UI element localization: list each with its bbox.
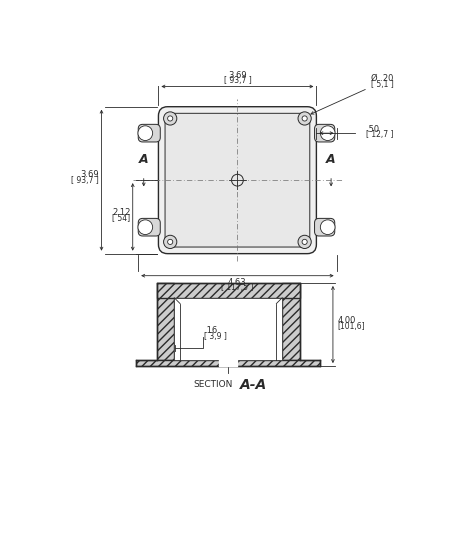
Circle shape — [138, 126, 153, 141]
Text: SECTION: SECTION — [194, 380, 233, 389]
Circle shape — [302, 116, 307, 121]
Bar — [174, 297, 282, 360]
Circle shape — [164, 235, 177, 248]
Circle shape — [168, 239, 173, 244]
Text: 4.63: 4.63 — [228, 278, 247, 287]
FancyBboxPatch shape — [315, 124, 335, 142]
Text: [ 93,7 ]: [ 93,7 ] — [224, 75, 251, 85]
Text: A: A — [326, 153, 336, 166]
Text: [ 12,7 ]: [ 12,7 ] — [366, 131, 393, 140]
Circle shape — [164, 112, 177, 125]
Text: .16: .16 — [204, 326, 218, 335]
Text: [ 3,9 ]: [ 3,9 ] — [204, 332, 227, 341]
Circle shape — [138, 220, 153, 234]
Bar — [156, 283, 300, 297]
Text: [ 117,5 ]: [ 117,5 ] — [221, 282, 254, 292]
Text: [ 93,7 ]: [ 93,7 ] — [71, 177, 99, 186]
FancyBboxPatch shape — [138, 218, 160, 236]
Text: 4.00: 4.00 — [337, 316, 356, 325]
Text: [101,6]: [101,6] — [337, 322, 365, 331]
Text: 3.69: 3.69 — [228, 71, 247, 80]
Text: A: A — [139, 153, 148, 166]
Text: [ 54]: [ 54] — [112, 213, 130, 223]
Bar — [137, 360, 320, 366]
Circle shape — [320, 220, 335, 234]
Circle shape — [302, 239, 307, 244]
Text: .50: .50 — [366, 125, 379, 134]
FancyBboxPatch shape — [165, 113, 310, 247]
Text: 3.69: 3.69 — [80, 170, 99, 179]
Bar — [156, 283, 174, 360]
Circle shape — [168, 116, 173, 121]
Circle shape — [298, 112, 311, 125]
FancyBboxPatch shape — [315, 218, 335, 236]
Circle shape — [320, 126, 335, 141]
FancyBboxPatch shape — [158, 106, 316, 254]
Text: Ø .20: Ø .20 — [372, 74, 394, 83]
Text: 2.12: 2.12 — [112, 208, 130, 217]
FancyBboxPatch shape — [138, 124, 160, 142]
Circle shape — [298, 235, 311, 248]
Text: A-A: A-A — [240, 378, 267, 392]
Bar — [282, 283, 300, 360]
Text: [ 5,1 ]: [ 5,1 ] — [372, 80, 394, 89]
